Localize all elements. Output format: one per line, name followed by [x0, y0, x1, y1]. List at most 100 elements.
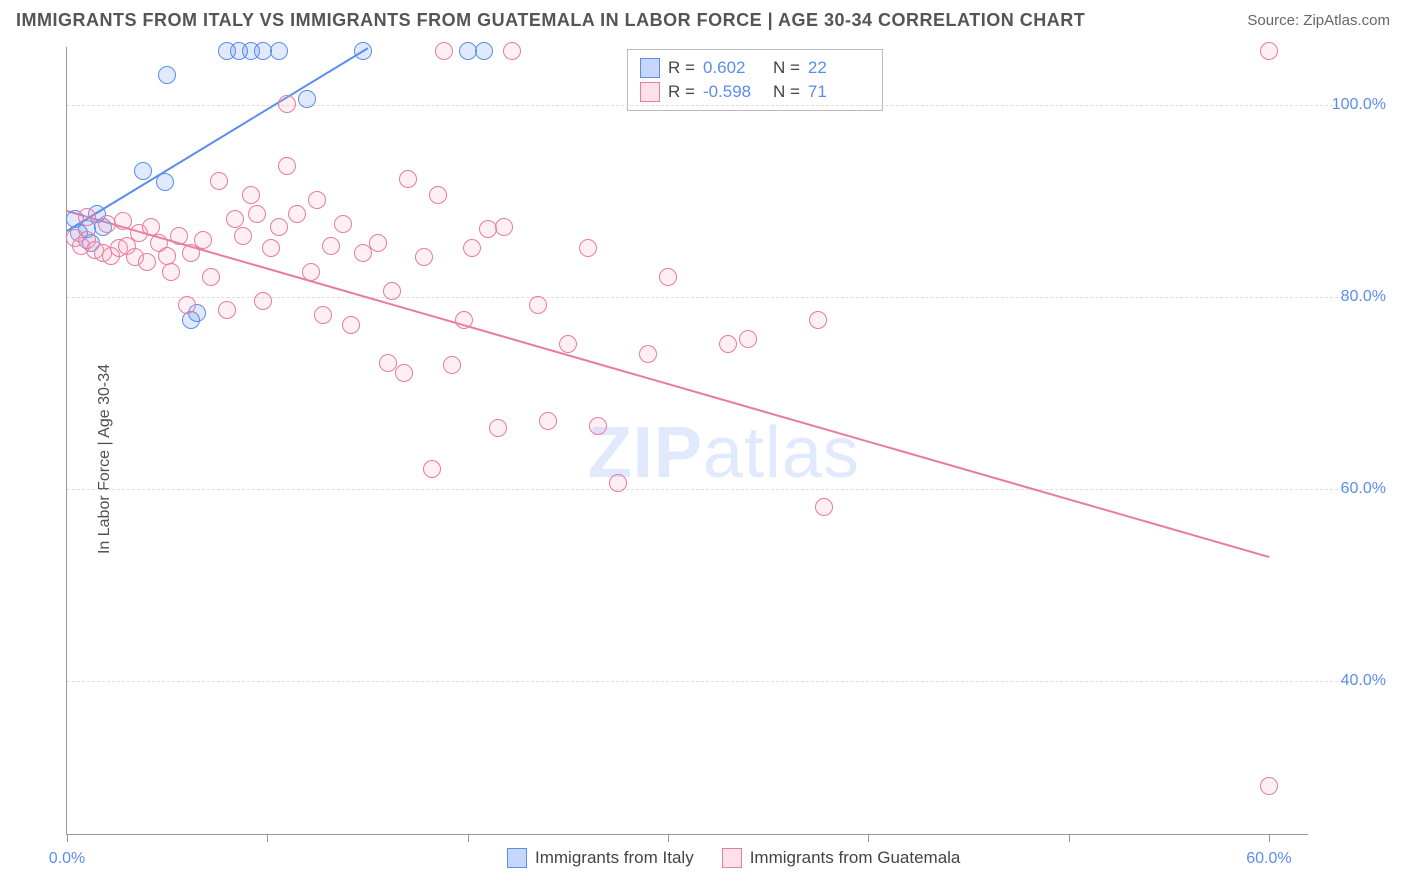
source-prefix: Source: — [1247, 12, 1303, 29]
watermark: ZIPatlas — [588, 412, 860, 494]
data-point-guatemala — [210, 172, 228, 190]
legend-swatch-italy — [507, 848, 527, 868]
data-point-guatemala — [314, 306, 332, 324]
data-point-guatemala — [158, 247, 176, 265]
data-point-italy — [156, 173, 174, 191]
data-point-italy — [134, 162, 152, 180]
correlation-legend: R = 0.602 N = 22R =-0.598N =71 — [627, 49, 883, 111]
data-point-guatemala — [218, 301, 236, 319]
data-point-guatemala — [202, 268, 220, 286]
data-point-italy — [270, 42, 288, 60]
legend-stat-row-guatemala: R =-0.598N =71 — [640, 80, 870, 104]
gridline — [67, 681, 1348, 682]
gridline — [67, 489, 1348, 490]
data-point-guatemala — [429, 186, 447, 204]
legend-item-italy: Immigrants from Italy — [507, 848, 694, 868]
data-point-guatemala — [278, 157, 296, 175]
x-tick — [267, 834, 268, 842]
data-point-guatemala — [539, 412, 557, 430]
data-point-guatemala — [248, 205, 266, 223]
data-point-guatemala — [383, 282, 401, 300]
data-point-guatemala — [194, 231, 212, 249]
data-point-guatemala — [226, 210, 244, 228]
data-point-guatemala — [308, 191, 326, 209]
x-tick — [868, 834, 869, 842]
data-point-guatemala — [495, 218, 513, 236]
data-point-guatemala — [242, 186, 260, 204]
data-point-guatemala — [719, 335, 737, 353]
legend-n-label: N = — [773, 58, 800, 78]
data-point-guatemala — [1260, 777, 1278, 795]
data-point-guatemala — [334, 215, 352, 233]
y-tick-label: 100.0% — [1332, 96, 1386, 114]
data-point-guatemala — [399, 170, 417, 188]
data-point-guatemala — [142, 218, 160, 236]
legend-n-value-guatemala: 71 — [808, 82, 870, 102]
y-tick-label: 60.0% — [1341, 480, 1386, 498]
data-point-guatemala — [739, 330, 757, 348]
legend-label-italy: Immigrants from Italy — [535, 848, 694, 868]
data-point-guatemala — [342, 316, 360, 334]
data-point-guatemala — [178, 296, 196, 314]
data-point-guatemala — [262, 239, 280, 257]
data-point-guatemala — [579, 239, 597, 257]
data-point-guatemala — [559, 335, 577, 353]
chart-header: IMMIGRANTS FROM ITALY VS IMMIGRANTS FROM… — [0, 0, 1406, 39]
x-tick-label: 60.0% — [1246, 850, 1291, 868]
data-point-guatemala — [489, 419, 507, 437]
data-point-guatemala — [162, 263, 180, 281]
data-point-guatemala — [395, 364, 413, 382]
x-tick — [1069, 834, 1070, 842]
x-tick-label: 0.0% — [49, 850, 85, 868]
series-legend: Immigrants from Italy Immigrants from Gua… — [507, 848, 960, 868]
data-point-guatemala — [455, 311, 473, 329]
data-point-guatemala — [809, 311, 827, 329]
data-point-guatemala — [278, 95, 296, 113]
data-point-guatemala — [609, 474, 627, 492]
data-point-guatemala — [170, 227, 188, 245]
legend-r-value-italy: 0.602 — [703, 58, 765, 78]
data-point-guatemala — [815, 498, 833, 516]
data-point-guatemala — [234, 227, 252, 245]
x-tick — [1269, 834, 1270, 842]
x-tick — [67, 834, 68, 842]
chart-container: In Labor Force | Age 30-34 ZIPatlas R =0… — [16, 39, 1390, 879]
data-point-guatemala — [415, 248, 433, 266]
data-point-guatemala — [443, 356, 461, 374]
data-point-guatemala — [529, 296, 547, 314]
chart-title: IMMIGRANTS FROM ITALY VS IMMIGRANTS FROM… — [16, 10, 1085, 31]
source-link[interactable]: ZipAtlas.com — [1303, 12, 1390, 29]
data-point-guatemala — [138, 253, 156, 271]
data-point-guatemala — [659, 268, 677, 286]
legend-swatch-italy — [640, 58, 660, 78]
data-point-guatemala — [503, 42, 521, 60]
data-point-guatemala — [302, 263, 320, 281]
data-point-italy — [298, 90, 316, 108]
legend-n-value-italy: 22 — [808, 58, 870, 78]
plot-area: ZIPatlas R =0.602N =22R =-0.598N =71 Imm… — [66, 47, 1308, 835]
data-point-guatemala — [254, 292, 272, 310]
gridline — [67, 105, 1348, 106]
data-point-guatemala — [463, 239, 481, 257]
data-point-italy — [475, 42, 493, 60]
data-point-guatemala — [288, 205, 306, 223]
legend-swatch-guatemala — [722, 848, 742, 868]
y-tick-label: 40.0% — [1341, 672, 1386, 690]
x-tick — [468, 834, 469, 842]
legend-r-label: R = — [668, 82, 695, 102]
data-point-guatemala — [369, 234, 387, 252]
legend-r-label: R = — [668, 58, 695, 78]
legend-label-guatemala: Immigrants from Guatemala — [750, 848, 961, 868]
data-point-guatemala — [1260, 42, 1278, 60]
data-point-guatemala — [639, 345, 657, 363]
data-point-guatemala — [435, 42, 453, 60]
data-point-italy — [158, 66, 176, 84]
legend-item-guatemala: Immigrants from Guatemala — [722, 848, 961, 868]
data-point-guatemala — [98, 215, 116, 233]
data-point-guatemala — [322, 237, 340, 255]
data-point-guatemala — [379, 354, 397, 372]
x-tick — [668, 834, 669, 842]
source-attribution: Source: ZipAtlas.com — [1247, 12, 1390, 29]
data-point-guatemala — [270, 218, 288, 236]
data-point-italy — [354, 42, 372, 60]
